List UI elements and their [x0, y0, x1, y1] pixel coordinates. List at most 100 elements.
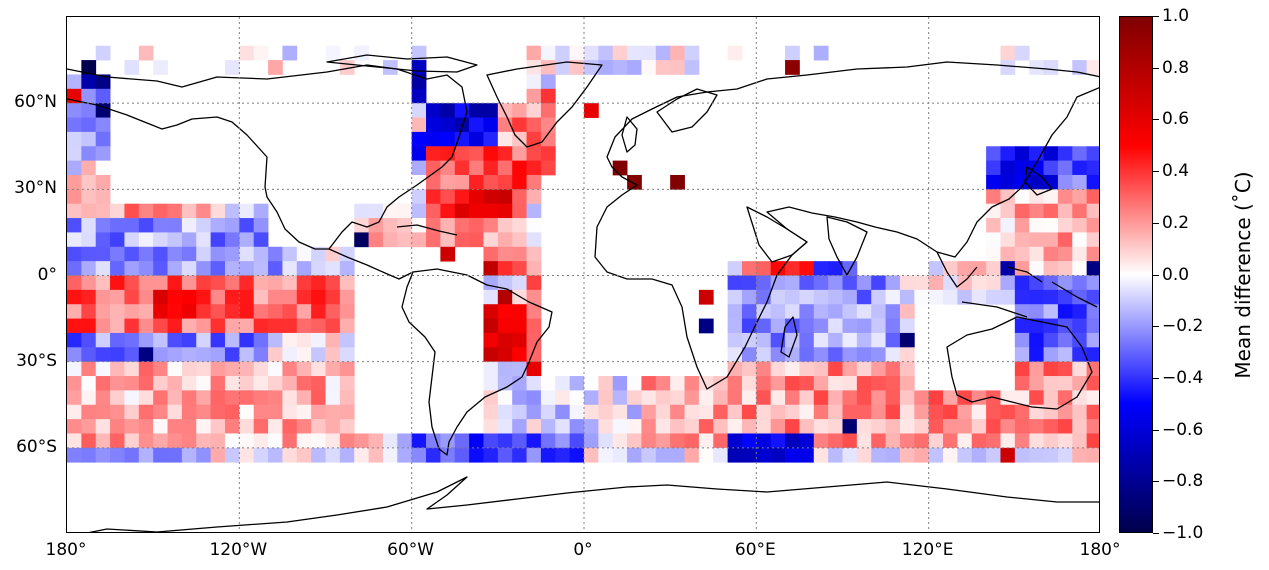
heatmap-cell: [282, 376, 298, 391]
heatmap-cell: [138, 246, 154, 262]
heatmap-cell: [253, 218, 269, 233]
heatmap-cell: [124, 332, 140, 348]
heatmap-cell: [1043, 246, 1059, 262]
heatmap-cell: [440, 246, 456, 262]
heatmap-cell: [497, 174, 513, 190]
heatmap-cell: [268, 246, 283, 262]
heatmap-cell: [885, 332, 901, 348]
heatmap-cell: [828, 447, 843, 463]
heatmap-cell: [871, 347, 886, 363]
heatmap-cell: [124, 347, 140, 363]
heatmap-cell: [899, 447, 915, 463]
heatmap-cell: [627, 447, 642, 463]
heatmap-cell: [454, 189, 470, 205]
heatmap-cell: [1086, 146, 1099, 162]
heatmap-cell: [95, 376, 111, 391]
heatmap-cell: [971, 419, 987, 434]
heatmap-cell: [110, 361, 125, 377]
heatmap-cell: [756, 347, 772, 363]
heatmap-cell: [426, 232, 441, 248]
colorbar-tick-mark: [1153, 171, 1159, 173]
heatmap-cell: [584, 433, 599, 449]
heatmap-cell: [1086, 174, 1099, 190]
heatmap-cell: [81, 60, 97, 75]
heatmap-cell: [239, 304, 255, 319]
heatmap-cell: [181, 419, 197, 434]
heatmap-cell: [842, 275, 858, 291]
heatmap-cell: [684, 404, 700, 420]
heatmap-cell: [253, 261, 269, 276]
heatmap-cell: [339, 447, 355, 463]
heatmap-cell: [167, 304, 183, 319]
colorbar-tick-label: −1.0: [1162, 523, 1204, 543]
heatmap-cell: [397, 232, 413, 248]
heatmap-cell: [210, 261, 226, 276]
heatmap-cell: [1086, 275, 1099, 291]
heatmap-cell: [856, 332, 872, 348]
heatmap-cell: [1072, 275, 1088, 291]
heatmap-cell: [756, 318, 772, 334]
heatmap-cell: [325, 289, 341, 305]
heatmap-cell: [1000, 275, 1016, 291]
heatmap-cell: [81, 131, 97, 147]
heatmap-cell: [943, 275, 958, 291]
heatmap-cell: [569, 447, 585, 463]
heatmap-cell: [469, 174, 484, 190]
heatmap-cell: [1000, 433, 1016, 449]
heatmap-cell: [397, 203, 413, 219]
heatmap-cell: [411, 88, 427, 104]
heatmap-cell: [756, 275, 772, 291]
heatmap-cell: [813, 261, 829, 276]
heatmap-cell: [426, 103, 441, 118]
heatmap-cell: [540, 433, 556, 449]
coastline-antarctica: [88, 476, 1099, 532]
heatmap-cell: [95, 160, 111, 176]
heatmap-cell: [627, 390, 642, 406]
heatmap-cell: [67, 361, 82, 377]
heatmap-cell: [1000, 45, 1016, 61]
heatmap-cell: [325, 419, 341, 434]
heatmap-cell: [224, 304, 240, 319]
heatmap-cell: [253, 433, 269, 449]
heatmap-cell: [196, 261, 212, 276]
heatmap-cell: [1014, 419, 1030, 434]
heatmap-cell: [339, 419, 355, 434]
heatmap-cell: [540, 45, 556, 61]
heatmap-cell: [540, 60, 556, 75]
heatmap-cell: [1057, 289, 1073, 305]
heatmap-cell: [81, 203, 97, 219]
heatmap-cell: [1014, 275, 1030, 291]
heatmap-cell: [497, 318, 513, 334]
heatmap-cell: [727, 433, 743, 449]
heatmap-cell: [1072, 332, 1088, 348]
heatmap-cell: [986, 160, 1001, 176]
heatmap-cell: [627, 60, 642, 75]
heatmap-cell: [842, 433, 858, 449]
heatmap-cell: [770, 361, 786, 377]
heatmap-cell: [454, 203, 470, 219]
heatmap-cell: [1072, 189, 1088, 205]
latitude-label: 60°N: [14, 92, 57, 113]
heatmap-cell: [368, 433, 384, 449]
heatmap-cell: [641, 376, 657, 391]
heatmap-cell: [598, 433, 614, 449]
heatmap-cell: [1000, 203, 1016, 219]
heatmap-cell: [1072, 60, 1088, 75]
heatmap-cell: [713, 447, 729, 463]
heatmap-cell: [239, 404, 255, 420]
heatmap-cell: [856, 347, 872, 363]
heatmap-cell: [1057, 376, 1073, 391]
heatmap-cell: [95, 419, 111, 434]
heatmap-cell: [1086, 332, 1099, 348]
heatmap-cell: [799, 289, 815, 305]
heatmap-cell: [1014, 304, 1030, 319]
heatmap-cell: [210, 304, 226, 319]
heatmap-cell: [799, 275, 815, 291]
heatmap-cell: [512, 404, 527, 420]
heatmap-cell: [311, 261, 326, 276]
heatmap-cell: [67, 376, 82, 391]
heatmap-cell: [339, 332, 355, 348]
heatmap-cell: [785, 447, 800, 463]
heatmap-cell: [67, 117, 82, 133]
coastline-se-asia: [936, 251, 1098, 318]
